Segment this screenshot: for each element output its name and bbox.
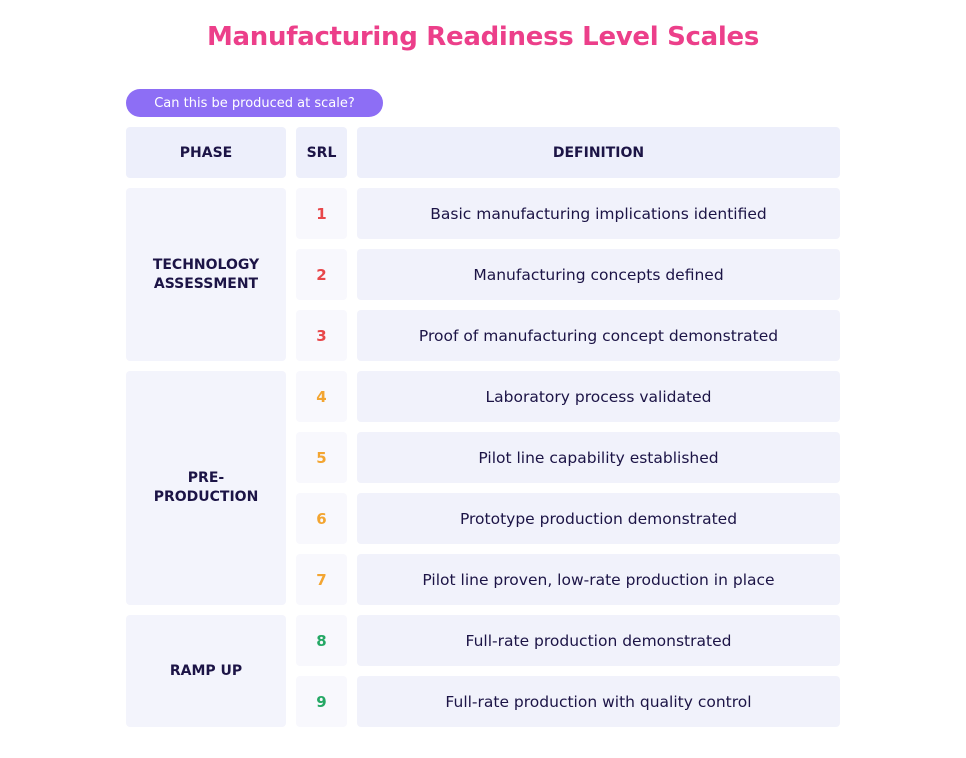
- definition: Proof of manufacturing concept demonstra…: [357, 310, 840, 361]
- srl-number: 2: [296, 249, 347, 300]
- column-header: PHASE: [126, 127, 286, 178]
- definition: Manufacturing concepts defined: [357, 249, 840, 300]
- srl-number: 1: [296, 188, 347, 239]
- srl-number: 7: [296, 554, 347, 605]
- phase-label: RAMP UP: [126, 615, 286, 727]
- definition: Pilot line capability established: [357, 432, 840, 483]
- phase-label: PRE-PRODUCTION: [126, 371, 286, 605]
- definition: Prototype production demonstrated: [357, 493, 840, 544]
- srl-number: 5: [296, 432, 347, 483]
- badge: Can this be produced at scale?: [126, 89, 383, 117]
- definition: Full-rate production demonstrated: [357, 615, 840, 666]
- srl-number: 8: [296, 615, 347, 666]
- srl-number: 6: [296, 493, 347, 544]
- definition: Pilot line proven, low-rate production i…: [357, 554, 840, 605]
- column-header: SRL: [296, 127, 347, 178]
- definition: Full-rate production with quality contro…: [357, 676, 840, 727]
- srl-number: 4: [296, 371, 347, 422]
- column-header: DEFINITION: [357, 127, 840, 178]
- definition: Laboratory process validated: [357, 371, 840, 422]
- srl-number: 3: [296, 310, 347, 361]
- srl-number: 9: [296, 676, 347, 727]
- title: Manufacturing Readiness Level Scales: [206, 22, 760, 52]
- phase-label: TECHNOLOGY ASSESSMENT: [126, 188, 286, 361]
- table: PHASE SRL DEFINITION TECHNOLOGY ASSESSMENT 1…: [126, 127, 840, 727]
- definition: Basic manufacturing implications identif…: [357, 188, 840, 239]
